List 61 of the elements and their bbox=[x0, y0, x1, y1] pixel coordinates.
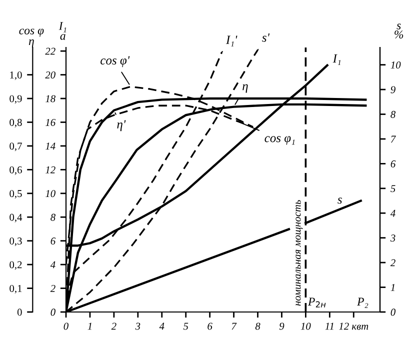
annotation: P₂ bbox=[357, 298, 368, 308]
y2-tick-label: 10 bbox=[390, 61, 401, 69]
x-tick-label: 10 bbox=[300, 322, 311, 330]
y2-tick-label: 9 bbox=[390, 86, 396, 94]
series-label: I₁' bbox=[226, 36, 238, 46]
y2-tick-label: 2 bbox=[390, 259, 396, 266]
y-tick-label: 20 bbox=[45, 71, 56, 78]
y3-tick-label: 0,6 bbox=[10, 166, 22, 175]
y-tick-label: 14 bbox=[46, 142, 56, 150]
x-tick-label: 7 bbox=[232, 322, 237, 330]
x-tick-label: 6 bbox=[208, 322, 212, 330]
y3-tick-label: 0 bbox=[17, 308, 22, 316]
y2-tick-label: 0 bbox=[390, 308, 396, 316]
x-tick-label: 8 bbox=[255, 322, 260, 330]
y3-tick-label: 0,8 bbox=[10, 118, 22, 128]
y3-tick-label: 0,7 bbox=[10, 142, 22, 152]
y-tick-label: 2 bbox=[50, 284, 56, 292]
y-axis-title: I₁ а bbox=[58, 22, 66, 40]
series-label: η bbox=[242, 84, 248, 93]
annotation: P$_{2н}$ bbox=[308, 298, 326, 308]
y-tick-label: 6 bbox=[50, 238, 56, 245]
y-tick-label: 12 bbox=[46, 166, 56, 174]
y-tick-label: 10 bbox=[46, 190, 56, 198]
x-tick-label: 9 bbox=[279, 322, 284, 330]
y3-tick-label: 0,4 bbox=[10, 214, 22, 222]
series-label: η' bbox=[117, 120, 126, 132]
y3-tick-label: 0,1 bbox=[10, 284, 22, 294]
series-label: cos φ₁ bbox=[264, 136, 295, 145]
y2-tick-label: 7 bbox=[391, 136, 396, 143]
y3-tick-label: 0,3 bbox=[10, 238, 22, 246]
y-tick-label: 16 bbox=[46, 118, 56, 126]
y3-tick-label: 0,2 bbox=[10, 261, 22, 270]
x-tick-label: 5 bbox=[183, 322, 188, 330]
series-label: cos φ' bbox=[100, 56, 130, 68]
y3-tick-label: 1,0 bbox=[10, 71, 22, 80]
y-tick-label: 0 bbox=[50, 308, 56, 316]
y3-tick-label: 0,9 bbox=[10, 95, 22, 104]
x-tick-label: 11 bbox=[325, 322, 334, 330]
x-tick-label: 2 bbox=[111, 322, 116, 330]
ref-line-label: номинальная мощность bbox=[296, 200, 303, 306]
y-tick-label: 18 bbox=[46, 95, 56, 102]
y2-tick-label: 8 bbox=[390, 110, 396, 118]
series-label: s' bbox=[262, 33, 270, 42]
x-tick-label: 12 квт bbox=[339, 322, 368, 330]
x-tick-label: 4 bbox=[159, 322, 164, 330]
y3-tick-label: 0,5 bbox=[10, 190, 22, 199]
y2-tick-label: 4 bbox=[390, 210, 396, 217]
x-tick-label: 3 bbox=[135, 322, 140, 330]
y2-axis-title: s % bbox=[394, 24, 404, 38]
x-tick-label: 1 bbox=[88, 322, 92, 330]
series-label: s bbox=[338, 198, 342, 204]
y-tick-label: 4 bbox=[50, 261, 56, 268]
y-tick-label: 22 bbox=[45, 48, 56, 55]
y3-axis-title: cos φ η bbox=[19, 28, 44, 48]
y-tick-label: 8 bbox=[50, 214, 56, 221]
legend-label: I₁ bbox=[332, 54, 341, 66]
y2-tick-label: 1 bbox=[390, 284, 395, 291]
y2-tick-label: 3 bbox=[390, 234, 396, 242]
x-tick-label: 0 bbox=[64, 322, 68, 330]
y2-tick-label: 6 bbox=[390, 160, 396, 168]
y2-tick-label: 5 bbox=[390, 185, 396, 192]
